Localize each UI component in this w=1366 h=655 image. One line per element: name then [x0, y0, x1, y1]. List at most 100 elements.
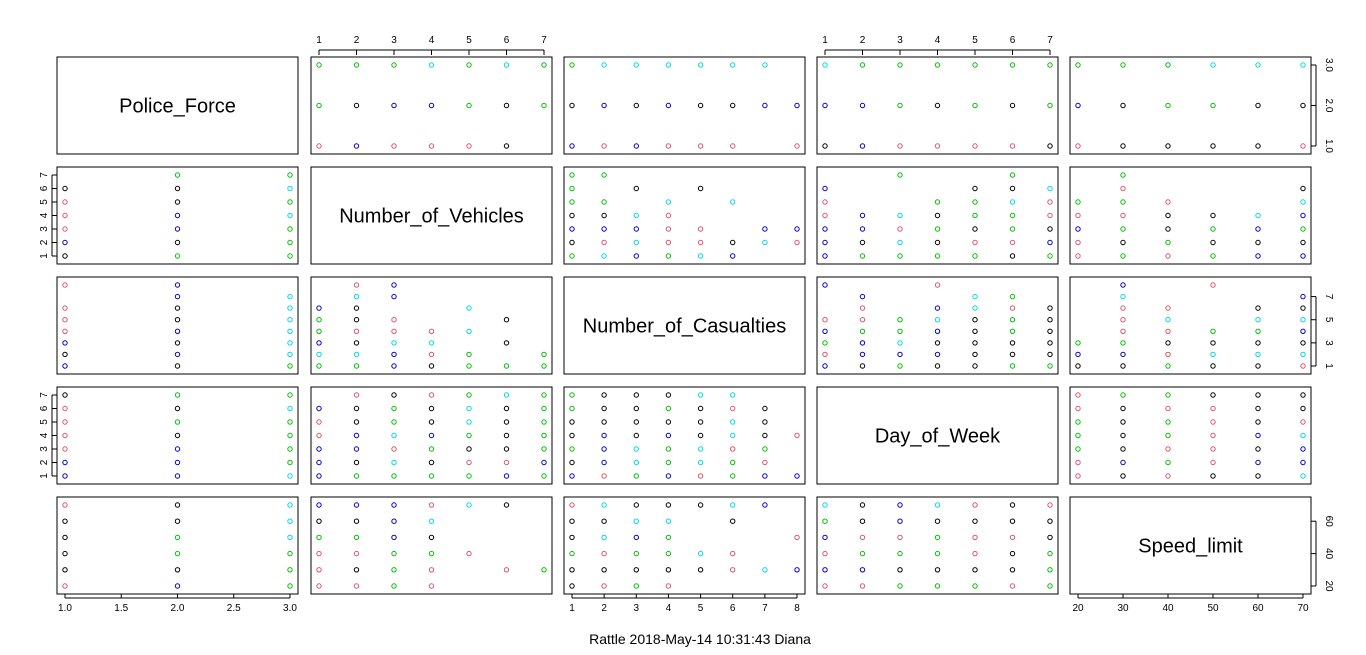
data-point	[665, 459, 672, 466]
data-point	[1165, 226, 1171, 232]
data-point	[1047, 185, 1053, 192]
data-point	[1120, 405, 1126, 412]
data-point	[1165, 317, 1171, 323]
data-point	[1047, 317, 1053, 323]
data-point	[174, 282, 181, 288]
data-point	[428, 62, 435, 68]
data-point	[633, 419, 639, 425]
data-point	[665, 550, 672, 557]
data-point	[822, 212, 828, 219]
data-point	[316, 419, 322, 425]
panel-2-0	[56, 276, 299, 375]
data-point	[353, 459, 360, 466]
data-point	[287, 432, 293, 439]
data-point	[794, 534, 800, 541]
data-point	[934, 534, 941, 541]
panel-frame	[1069, 386, 1312, 485]
data-point	[934, 328, 941, 334]
data-point	[633, 253, 639, 259]
data-point	[1120, 351, 1126, 358]
data-point	[1165, 363, 1171, 369]
data-point	[972, 102, 978, 109]
top-tick-label: 3	[391, 35, 397, 46]
panel-frame	[56, 56, 299, 155]
data-point	[541, 102, 547, 109]
data-point	[353, 534, 360, 541]
data-point	[794, 432, 800, 439]
data-point	[353, 102, 360, 109]
data-point	[972, 239, 978, 246]
panel-frame	[310, 276, 553, 375]
data-point	[665, 239, 672, 246]
data-point	[1009, 502, 1016, 508]
data-point	[601, 534, 607, 541]
data-point	[1075, 459, 1081, 466]
data-point	[316, 305, 322, 311]
data-point	[822, 253, 828, 259]
data-point	[633, 185, 639, 192]
data-point	[287, 550, 293, 557]
panel-frame	[816, 276, 1059, 375]
data-point	[541, 62, 547, 68]
data-point	[1255, 305, 1261, 311]
data-point	[62, 583, 68, 589]
panel-4-0	[56, 496, 299, 595]
data-point	[697, 62, 704, 68]
panel-2-1	[310, 276, 553, 375]
data-point	[1210, 239, 1216, 246]
data-point	[466, 102, 472, 109]
data-point	[1009, 212, 1016, 219]
bottom-tick-label: 3.0	[283, 603, 297, 614]
data-point	[62, 432, 68, 439]
panel-frame	[310, 496, 553, 595]
data-point	[730, 446, 736, 452]
data-point	[62, 282, 68, 288]
data-point	[428, 328, 435, 334]
data-point	[601, 102, 607, 109]
data-point	[1300, 459, 1306, 466]
data-point	[934, 550, 941, 557]
data-point	[1165, 102, 1171, 109]
data-point	[1047, 212, 1053, 219]
data-point	[697, 239, 704, 246]
data-point	[1075, 363, 1081, 369]
data-point	[665, 432, 672, 439]
data-point	[1009, 340, 1016, 346]
data-point	[466, 473, 472, 479]
data-point	[1075, 143, 1081, 149]
data-point	[466, 62, 472, 68]
data-point	[822, 363, 828, 369]
data-point	[972, 351, 978, 358]
data-point	[1047, 583, 1053, 589]
data-point	[428, 518, 435, 524]
data-point	[1075, 446, 1081, 452]
right-tick-label: 5	[1323, 317, 1334, 323]
data-point	[1009, 102, 1016, 109]
data-point	[822, 502, 828, 508]
data-point	[697, 459, 704, 466]
data-point	[391, 446, 397, 452]
data-point	[391, 459, 397, 466]
data-point	[466, 363, 472, 369]
data-point	[897, 239, 903, 246]
data-point	[287, 405, 293, 412]
data-point	[972, 518, 978, 524]
data-point	[428, 583, 435, 589]
data-point	[972, 62, 978, 68]
data-point	[1120, 328, 1126, 334]
data-point	[601, 143, 607, 149]
data-point	[541, 419, 547, 425]
data-point	[1210, 446, 1216, 452]
data-point	[541, 473, 547, 479]
data-point	[287, 212, 293, 219]
data-point	[174, 459, 181, 466]
data-point	[859, 317, 866, 323]
data-point	[174, 363, 181, 369]
data-point	[569, 143, 575, 149]
data-point	[1120, 473, 1126, 479]
bottom-tick-label: 2	[601, 603, 607, 614]
data-point	[633, 102, 639, 109]
data-point	[316, 432, 322, 439]
data-point	[859, 363, 866, 369]
data-point	[391, 351, 397, 358]
